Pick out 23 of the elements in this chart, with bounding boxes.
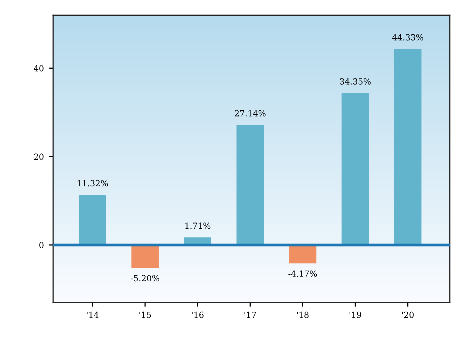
y-tick-label: 0 [40, 242, 44, 248]
x-tick-label: '20 [402, 312, 414, 318]
y-tick-label: 40 [34, 65, 44, 72]
x-tick-label: '15 [140, 312, 152, 318]
x-tick-label: '18 [297, 312, 309, 318]
bar [132, 245, 159, 268]
data-label: 11.32% [78, 180, 108, 187]
x-tick-label: '19 [350, 312, 362, 318]
bar [342, 93, 370, 246]
data-label: 34.35% [340, 78, 371, 85]
x-tick-label: '14 [87, 312, 99, 318]
y-tick-label: 20 [34, 154, 44, 160]
data-label: 44.33% [392, 34, 424, 41]
bar [79, 195, 106, 246]
x-tick-label: '17 [244, 312, 256, 318]
bar [394, 49, 422, 246]
data-label: -5.20% [131, 275, 160, 282]
bar [236, 125, 264, 246]
bar [289, 245, 317, 264]
x-tick-label: '16 [192, 312, 204, 318]
data-label: 1.71% [186, 222, 211, 230]
data-label: -4.17% [288, 270, 318, 278]
data-label: 27.14% [235, 110, 266, 117]
